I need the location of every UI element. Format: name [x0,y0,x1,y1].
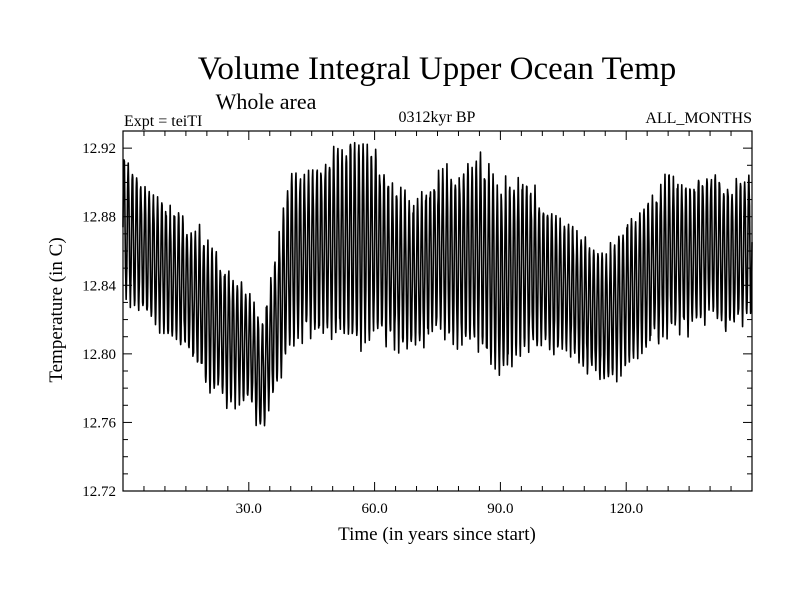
x-tick-label: 120.0 [609,501,643,517]
x-tick-label: 60.0 [361,501,387,517]
experiment-label: Expt = teiTI [124,113,202,130]
y-tick-label: 12.76 [82,415,116,431]
series-group [122,141,753,427]
series-line [122,141,753,427]
plot-frame [122,130,753,492]
chart-subtitle: Whole area [216,89,317,114]
y-tick-label: 12.88 [82,210,116,226]
x-tick-label: 30.0 [236,501,262,517]
x-tick-label: 90.0 [487,501,513,517]
months-label: ALL_MONTHS [645,110,752,127]
axis-tick-labels: 30.0 60.0 90.0 120.0 12.72 12.76 12.80 12.84 12.… [82,141,643,517]
y-tick-label: 12.72 [82,484,116,500]
chart-title: Volume Integral Upper Ocean Temp [198,51,676,87]
y-tick-label: 12.84 [82,278,116,294]
x-axis-label: Time (in years since start) [338,524,536,545]
y-axis-label: Temperature (in C) [46,237,67,382]
y-tick-label: 12.92 [82,141,116,157]
period-label: 0312kyr BP [399,109,476,126]
y-tick-label: 12.80 [82,347,116,363]
